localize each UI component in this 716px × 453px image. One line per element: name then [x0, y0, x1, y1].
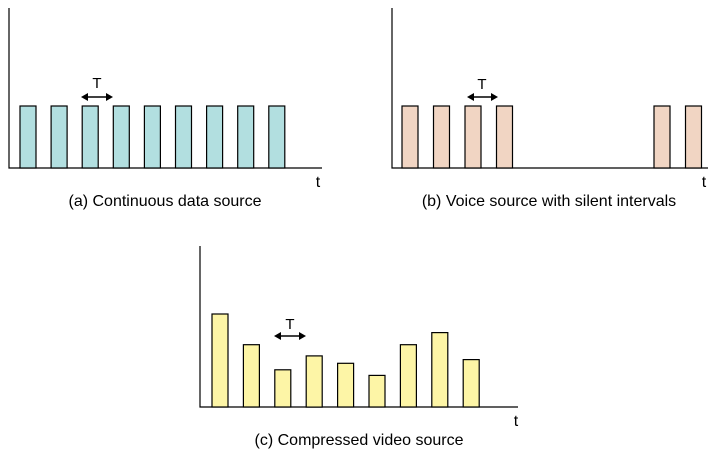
period-arrow-c: [274, 332, 306, 340]
pulse-bar: [305, 355, 323, 408]
pulse-bar: [432, 105, 451, 169]
pulse-bar: [399, 344, 417, 408]
panel-video: T t (c) Compressed video source: [199, 246, 519, 449]
pulse-bar: [143, 105, 161, 169]
pulse-bar: [464, 105, 482, 169]
pulse-bar: [431, 332, 449, 408]
pulse-bar: [112, 105, 130, 169]
pulse-bar: [237, 105, 255, 169]
period-label-a: T: [92, 75, 101, 92]
period-label-c: T: [285, 316, 294, 333]
caption-c: (c) Compressed video source: [255, 432, 464, 449]
pulse-bar: [242, 344, 260, 408]
period-arrow-b: [467, 93, 498, 101]
panel-voice: T t (b) Voice source with silent interva…: [391, 8, 708, 210]
pulse-bar: [368, 374, 386, 408]
pulse-bar: [495, 105, 514, 169]
pulse-bar: [206, 105, 224, 169]
pulse-bar: [274, 369, 292, 408]
pulse-bar: [50, 105, 68, 169]
axis-b: [391, 8, 708, 169]
pulse-bar: [462, 359, 480, 408]
time-label-c: t: [514, 413, 519, 430]
pulses-a: [19, 105, 286, 169]
time-label-a: t: [316, 174, 321, 191]
pulse-bar: [268, 105, 286, 169]
pulse-bar: [684, 105, 703, 169]
time-label-b: t: [702, 174, 707, 191]
caption-b: (b) Voice source with silent intervals: [422, 193, 676, 210]
period-label-b: T: [477, 76, 486, 93]
panel-continuous: T t (a) Continuous data source: [8, 8, 322, 210]
pulse-bar: [653, 105, 671, 169]
period-arrow-a: [81, 93, 113, 101]
pulse-bar: [211, 313, 229, 408]
pulse-bar: [401, 105, 419, 169]
pulses-b: [401, 105, 703, 169]
pulses-c: [211, 313, 480, 408]
pulse-bar: [19, 105, 37, 169]
pulse-bar: [337, 362, 355, 408]
caption-a: (a) Continuous data source: [69, 193, 262, 210]
pulse-bar: [174, 105, 193, 169]
pulse-bar: [81, 105, 99, 169]
